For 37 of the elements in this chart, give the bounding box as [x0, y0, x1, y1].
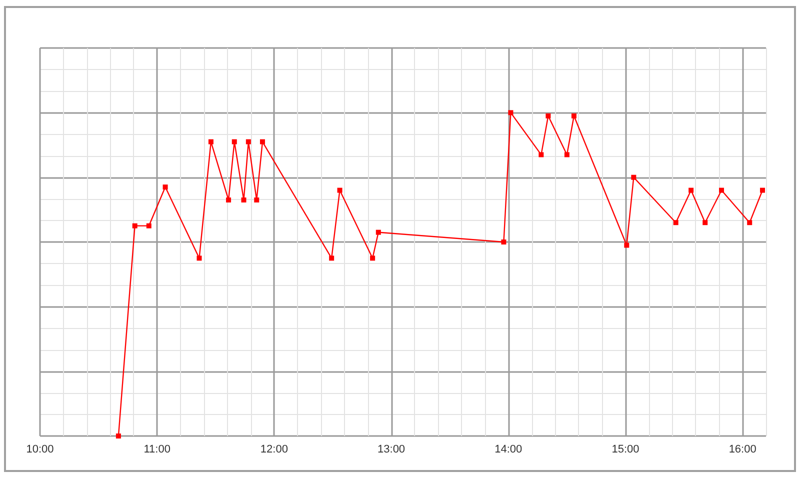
- x-tick-label: 11:00: [144, 444, 170, 456]
- x-tick-label: 16:00: [728, 444, 756, 456]
- point: [196, 256, 202, 261]
- point: [673, 220, 678, 226]
- point: [241, 197, 246, 202]
- point: [538, 152, 544, 158]
- point: [254, 197, 260, 202]
- point: [571, 113, 576, 118]
- point: [260, 139, 265, 144]
- point: [370, 256, 376, 261]
- point: [132, 223, 138, 228]
- point: [162, 184, 168, 190]
- x-tick-label: 13:00: [378, 444, 406, 456]
- point: [376, 230, 381, 235]
- point: [760, 188, 765, 193]
- x-tick-label: 15:00: [612, 444, 640, 456]
- point: [564, 152, 570, 158]
- point: [624, 242, 630, 248]
- point: [329, 256, 334, 261]
- point: [688, 188, 694, 193]
- point: [747, 220, 752, 226]
- point: [337, 188, 342, 193]
- point: [116, 434, 121, 438]
- x-tick-label: 10:00: [26, 444, 54, 456]
- x-tick-label: 14:00: [494, 444, 522, 456]
- point: [702, 220, 708, 226]
- point: [719, 188, 724, 193]
- point: [232, 139, 237, 144]
- point: [226, 197, 232, 202]
- point: [508, 110, 514, 116]
- point: [501, 240, 506, 244]
- x-tick-label: 12:00: [260, 444, 288, 456]
- point: [246, 139, 251, 144]
- point: [631, 174, 636, 180]
- point: [208, 139, 214, 144]
- point: [546, 113, 551, 118]
- point: [146, 223, 152, 228]
